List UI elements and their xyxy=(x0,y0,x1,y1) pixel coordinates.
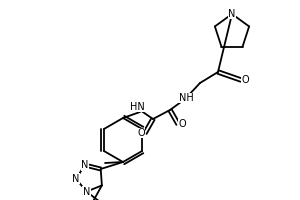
Text: O: O xyxy=(137,128,145,138)
Text: HN: HN xyxy=(130,102,144,112)
Text: N: N xyxy=(81,160,88,170)
Text: N: N xyxy=(228,9,236,19)
Text: N: N xyxy=(83,187,90,197)
Text: N: N xyxy=(72,174,80,184)
Text: O: O xyxy=(178,119,186,129)
Text: O: O xyxy=(241,75,249,85)
Text: NH: NH xyxy=(178,93,194,103)
